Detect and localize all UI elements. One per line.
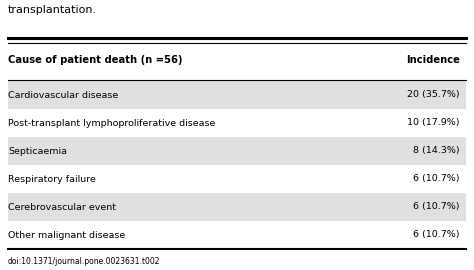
Text: 10 (17.9%): 10 (17.9%)	[408, 119, 460, 127]
Text: Cerebrovascular event: Cerebrovascular event	[8, 202, 116, 211]
Text: Post-transplant lymphoproliferative disease: Post-transplant lymphoproliferative dise…	[8, 119, 215, 127]
Text: Cardiovascular disease: Cardiovascular disease	[8, 90, 118, 100]
Text: doi:10.1371/journal.pone.0023631.t002: doi:10.1371/journal.pone.0023631.t002	[8, 257, 161, 266]
Text: Cause of patient death (n =56): Cause of patient death (n =56)	[8, 55, 182, 65]
Text: Septicaemia: Septicaemia	[8, 147, 67, 156]
Text: 6 (10.7%): 6 (10.7%)	[413, 202, 460, 211]
Text: Respiratory failure: Respiratory failure	[8, 174, 96, 184]
Text: 6 (10.7%): 6 (10.7%)	[413, 231, 460, 239]
Text: 8 (14.3%): 8 (14.3%)	[413, 147, 460, 156]
Bar	[8, 81, 466, 109]
Text: Other malignant disease: Other malignant disease	[8, 231, 125, 239]
Bar	[8, 193, 466, 221]
Text: Incidence: Incidence	[406, 55, 460, 65]
Text: 20 (35.7%): 20 (35.7%)	[407, 90, 460, 100]
Text: 6 (10.7%): 6 (10.7%)	[413, 174, 460, 184]
Bar	[8, 137, 466, 165]
Text: transplantation.: transplantation.	[8, 5, 97, 15]
